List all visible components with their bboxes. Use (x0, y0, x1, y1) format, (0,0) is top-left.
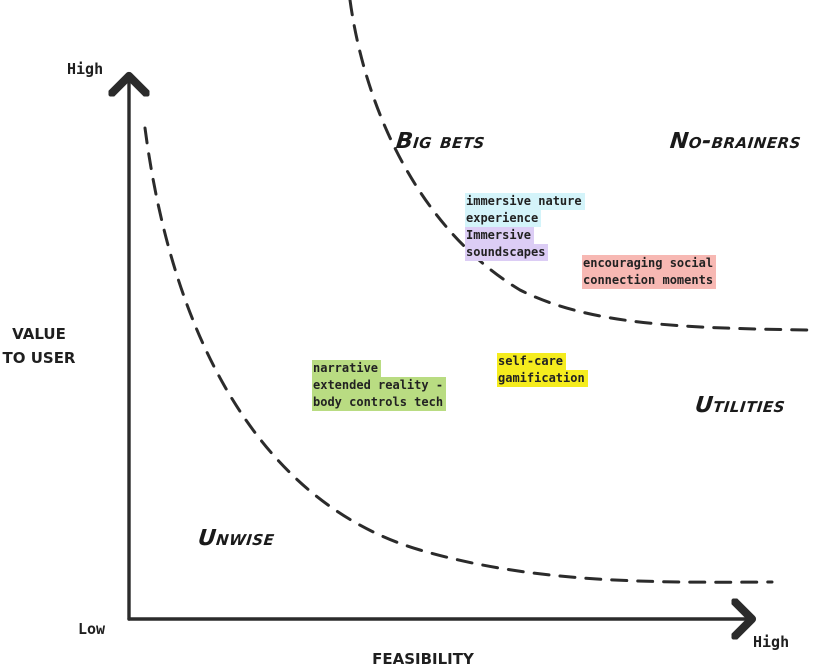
note-line: connection moments (582, 272, 717, 289)
note-line: extended reality - (312, 377, 447, 394)
note-social-connection[interactable]: encouraging social connection moments (582, 255, 717, 289)
note-line: Immersive (465, 227, 535, 244)
y-axis-high-label: High (67, 60, 104, 78)
origin-low-label: Low (78, 620, 106, 638)
quadrant-unwise: Unwise (196, 526, 276, 551)
quadrant-utilities: Utilities (693, 393, 787, 418)
y-axis-title-line2: TO USER (2, 349, 76, 367)
x-axis-high-label: High (753, 633, 790, 651)
note-immersive-soundscapes[interactable]: Immersive soundscapes (465, 227, 549, 261)
note-line: body controls tech (312, 394, 447, 411)
quadrant-big-bets: Big bets (394, 129, 487, 154)
lower-threshold-curve (143, 126, 774, 584)
quadrant-no-brainers: No-brainers (668, 129, 803, 154)
y-axis-title-line1: VALUE (12, 325, 66, 343)
note-narrative-xr[interactable]: narrative extended reality - body contro… (312, 360, 447, 411)
upper-threshold-curve (348, 0, 812, 332)
note-immersive-nature[interactable]: immersive nature experience (465, 193, 585, 227)
y-axis-title: VALUE TO USER (0, 322, 78, 370)
note-self-care[interactable]: self-care gamification (497, 353, 588, 387)
note-line: narrative (312, 360, 382, 377)
note-line: soundscapes (465, 244, 549, 261)
note-line: experience (465, 210, 542, 227)
note-line: immersive nature (465, 193, 585, 210)
note-line: encouraging social (582, 255, 717, 272)
note-line: gamification (497, 370, 588, 387)
x-axis-title: FEASIBILITY (372, 650, 474, 668)
note-line: self-care (497, 353, 567, 370)
